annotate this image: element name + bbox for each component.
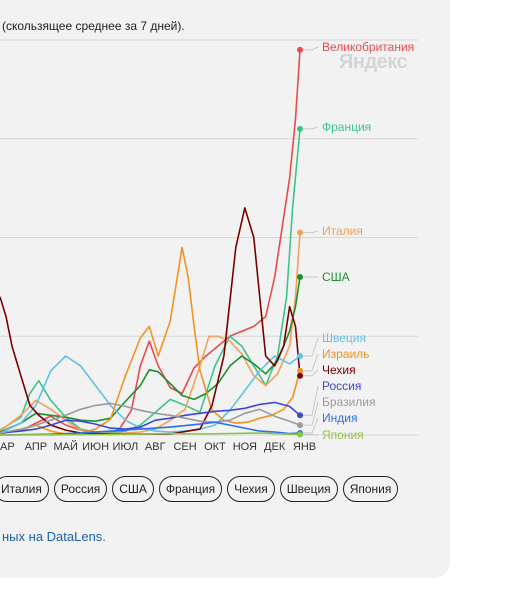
series-end-point <box>297 274 304 280</box>
country-button[interactable]: Италия <box>0 476 49 502</box>
series-line <box>0 207 301 435</box>
series-line <box>0 402 301 434</box>
x-tick-label: ИЮЛ <box>113 441 139 453</box>
series-line <box>0 432 301 436</box>
country-button[interactable]: Франция <box>158 476 223 502</box>
legend-label: Великобритания <box>322 40 414 54</box>
x-tick-label: ЯНВ <box>293 441 316 453</box>
series-end-point <box>297 46 304 53</box>
series-line <box>0 232 301 435</box>
label-leader-line <box>300 369 319 377</box>
series-end-point <box>297 412 304 419</box>
datalens-footer: ных на DataLens. <box>2 529 106 544</box>
series-end-point <box>297 229 304 236</box>
datalens-link[interactable]: ных на DataLens. <box>2 529 106 544</box>
country-button[interactable]: Япония <box>342 476 399 502</box>
chart-card <box>0 0 450 578</box>
label-leader-line <box>300 401 319 426</box>
x-tick-label: НОЯ <box>233 441 257 453</box>
x-tick-label: ОКТ <box>204 441 226 453</box>
series-end-point <box>297 372 304 379</box>
series-line <box>0 401 301 434</box>
x-tick-label: АПР <box>25 441 47 453</box>
label-leader-line <box>300 353 319 372</box>
label-leader-line <box>300 337 319 357</box>
legend-label: США <box>322 270 350 284</box>
series-end-point <box>297 422 304 429</box>
series-end-point <box>297 367 304 374</box>
legend-label: Япония <box>322 428 364 442</box>
x-tick-label: ДЕК <box>264 441 286 453</box>
country-button[interactable]: Чехия <box>227 476 275 502</box>
x-tick-label: СЕН <box>173 441 196 453</box>
legend-label: Италия <box>322 224 363 238</box>
country-button[interactable]: Россия <box>53 476 108 502</box>
x-tick-label: МАЙ <box>53 440 77 453</box>
x-tick-label: АР <box>0 441 15 453</box>
country-button[interactable]: Швеция <box>279 476 338 502</box>
series-line <box>0 128 301 434</box>
label-leader-line <box>300 230 319 234</box>
series-line <box>0 421 301 436</box>
label-leader-line <box>300 126 319 130</box>
country-filter-buttons: Италия Россия США Франция Чехия Швеция Япония <box>0 476 399 502</box>
country-button[interactable]: США <box>112 476 154 502</box>
covid-line-chart: АР АПР МАЙ ИЮН ИЮЛ АВГ СЕН ОКТ НОЯ ДЕК ЯНВ Великобр… <box>0 39 418 453</box>
x-tick-label: ИЮН <box>82 441 109 453</box>
legend-label: Бразилия <box>322 395 376 409</box>
legend-label: Израиль <box>322 347 369 361</box>
legend-label: Швеция <box>322 331 366 345</box>
yandex-watermark: Яндекс <box>339 51 408 73</box>
label-leader-line <box>300 46 319 51</box>
legend-label: Франция <box>322 120 371 134</box>
x-tick-label: АВГ <box>145 441 166 453</box>
series-line <box>0 355 301 434</box>
legend-label: Индия <box>322 411 357 425</box>
legend-label: Россия <box>322 379 361 393</box>
series-end-point <box>297 353 304 359</box>
label-leader-line <box>300 385 319 416</box>
label-leader-line <box>300 417 319 434</box>
series-end-point <box>297 431 304 438</box>
series-line <box>0 49 301 434</box>
series-line <box>0 276 301 433</box>
series-end-point <box>297 125 304 132</box>
chart-subtitle: (скользящее среднее за 7 дней). <box>2 19 185 33</box>
legend-label: Чехия <box>322 363 356 377</box>
